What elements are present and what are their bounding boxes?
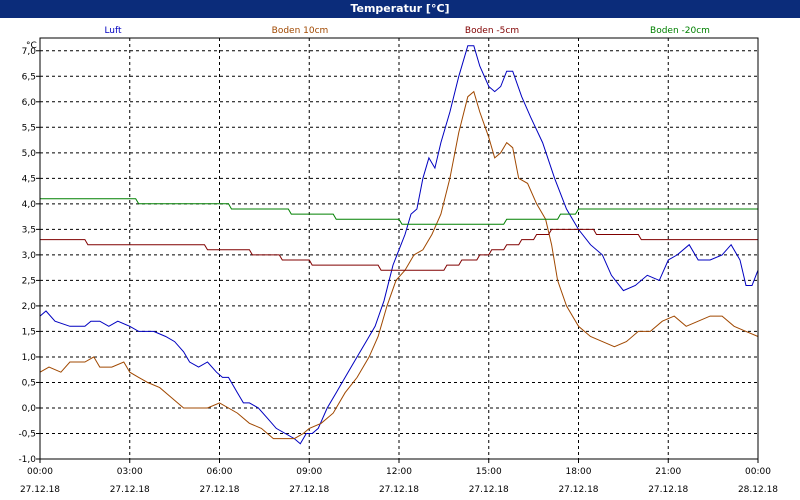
- x-tick-time: 15:00: [476, 467, 502, 477]
- x-tick-time: 12:00: [386, 467, 412, 477]
- x-tick-time: 03:00: [117, 467, 143, 477]
- series-line: [40, 198, 758, 225]
- chart-title: Temperatur [°C]: [0, 0, 800, 18]
- x-tick-date: 27.12.18: [648, 485, 688, 495]
- y-axis: -1,0 -0,5 0,0 0,5 1,0 1,5 2,0 2,5 3,0 3,5 4,0 4,5 5,…: [18, 47, 40, 465]
- y-tick-label: 4,0: [22, 200, 37, 210]
- temperature-chart: Luft Boden 10cm Boden -5cm Boden -20cm -1,0…: [18, 26, 778, 495]
- x-tick-date: 28.12.18: [738, 485, 778, 495]
- x-tick-date: 27.12.18: [110, 485, 150, 495]
- y-tick-label: 7,0: [22, 47, 37, 57]
- y-tick-label: 5,5: [22, 123, 36, 133]
- x-tick-date: 27.12.18: [199, 485, 239, 495]
- legend-entry: Luft: [104, 26, 122, 36]
- y-tick-label: 0,5: [22, 378, 36, 388]
- y-tick-label: 0,0: [22, 404, 37, 414]
- legend: Luft Boden 10cm Boden -5cm Boden -20cm: [104, 26, 710, 36]
- y-tick-label: -1,0: [18, 455, 36, 465]
- y-tick-label: 3,5: [22, 225, 36, 235]
- series-line: [39, 90, 759, 440]
- y-tick-label: 2,0: [22, 302, 37, 312]
- x-tick-date: 27.12.18: [469, 485, 509, 495]
- y-tick-label: 1,0: [22, 353, 37, 363]
- y-tick-label: 3,0: [22, 251, 37, 261]
- x-axis: 00:00 27.12.18 03:00 27.12.18 06:00 27.12.18 0…: [20, 459, 778, 495]
- legend-entry: Boden -5cm: [465, 26, 519, 36]
- x-tick-time: 06:00: [207, 467, 233, 477]
- y-tick-label: 2,5: [22, 276, 36, 286]
- x-tick-time: 00:00: [745, 467, 771, 477]
- x-tick-time: 21:00: [655, 467, 681, 477]
- legend-entry: Boden 10cm: [272, 26, 329, 36]
- y-axis-unit: °C: [26, 41, 37, 51]
- x-tick-date: 27.12.18: [20, 485, 60, 495]
- x-tick-time: 00:00: [27, 467, 53, 477]
- series-line: [40, 228, 758, 271]
- y-tick-label: 6,5: [22, 72, 36, 82]
- legend-entry: Boden -20cm: [650, 26, 710, 36]
- series-line: [39, 45, 759, 445]
- y-tick-label: 1,5: [22, 327, 36, 337]
- y-tick-label: 5,0: [22, 149, 37, 159]
- x-tick-time: 18:00: [566, 467, 592, 477]
- y-tick-label: 4,5: [22, 174, 36, 184]
- y-tick-label: -0,5: [18, 429, 36, 439]
- series-lines: [39, 45, 759, 445]
- x-tick-date: 27.12.18: [289, 485, 329, 495]
- y-tick-label: 6,0: [22, 98, 37, 108]
- x-tick-time: 09:00: [296, 467, 322, 477]
- x-tick-date: 27.12.18: [558, 485, 598, 495]
- x-tick-date: 27.12.18: [379, 485, 419, 495]
